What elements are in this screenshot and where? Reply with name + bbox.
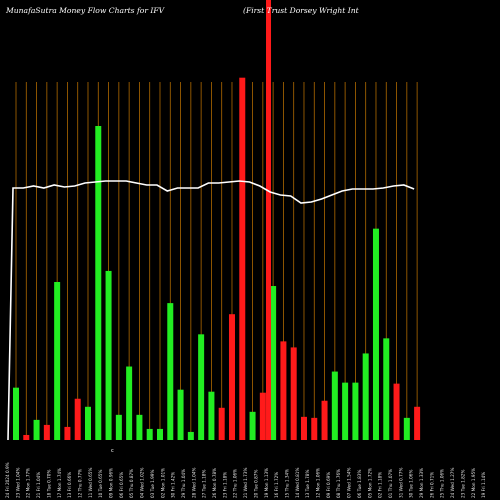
- volume-bar: [156, 428, 163, 440]
- volume-bar: [414, 406, 421, 440]
- volume-bar: [115, 414, 122, 440]
- x-tick-label: 11 Wed 0.65%: [88, 468, 93, 498]
- chart-subtitle: (First Trust Dorsey Wright Int: [243, 6, 360, 15]
- volume-bar: [239, 77, 246, 440]
- volume-bar: [372, 228, 379, 440]
- x-tick-label: 27 Tue 1.18%: [202, 470, 207, 498]
- x-tick-label: 02 Mon 1.01%: [160, 468, 165, 498]
- x-tick-label: 21 Fri 1.04%: [36, 472, 41, 498]
- volume-bar: [383, 338, 390, 440]
- volume-bar: [208, 391, 215, 440]
- volume-bar: [352, 382, 359, 440]
- volume-bar: [136, 414, 143, 440]
- x-tick-label: 23 Wed 1.04%: [15, 468, 20, 498]
- price-line: [7, 180, 415, 441]
- x-tick-label: 25 Thu 1.06%: [440, 469, 445, 498]
- volume-bar: [84, 406, 91, 440]
- x-tick-label: 09 Mon 0.96%: [109, 468, 114, 498]
- volume-bar: [393, 383, 400, 440]
- x-tick-label: 26 Mon 0.78%: [212, 468, 217, 498]
- volume-bar: [13, 387, 19, 440]
- volume-bar: [403, 417, 410, 440]
- volume-bar: [187, 431, 194, 440]
- x-tick-label: 05 Thu 0.87%: [129, 469, 134, 498]
- volume-bar: [280, 341, 287, 440]
- x-tick-label: 23 Tue 1.82%: [460, 470, 465, 498]
- x-tick-label: 28 Wed 1.04%: [191, 468, 196, 498]
- volume-bar: [23, 434, 30, 440]
- price-line-layer: [7, 180, 415, 441]
- x-tick-label: 24 Wed 1.27%: [450, 468, 455, 498]
- x-tick-label: 20 Tue 0.87%: [253, 470, 258, 498]
- volume-bar: [290, 347, 297, 440]
- x-tick-label: 16 Fri 1.72%: [274, 472, 279, 498]
- volume-bar: [331, 371, 338, 440]
- volume-bar: [218, 407, 225, 440]
- volume-bar-highlight: [266, 0, 272, 440]
- x-tick-label: 18 Tue 0.70%: [46, 470, 51, 498]
- x-tick-label: 08 Thu 1.76%: [336, 469, 341, 498]
- volume-bar: [228, 314, 235, 440]
- volume-bar: [95, 126, 102, 440]
- x-tick-label: 24 Fri 2024 0.9%: [5, 462, 10, 498]
- volume-bar: [300, 416, 307, 440]
- x-tick-label: 04 Wed 1.02%: [140, 468, 145, 498]
- x-tick-label: 02 Fri 1.18%: [378, 472, 383, 498]
- x-tick-label: 13 Tue 1.78%: [305, 470, 310, 498]
- x-tick-label: 29 Thu 1.04%: [181, 469, 186, 498]
- volume-bar: [362, 353, 369, 440]
- volume-bar: [43, 424, 50, 440]
- x-tick-label: 17 Mon 1.74%: [57, 468, 62, 498]
- x-tick-label: 22 Mon 1.95%: [471, 468, 476, 498]
- x-tick-label: 23 Fri 1.18%: [222, 472, 227, 498]
- volume-bar: [321, 400, 328, 440]
- chart-title: MunafaSutra Money Flow Charts for IFV: [5, 6, 166, 15]
- volume-bar: [64, 426, 71, 440]
- x-tick-label: 13 Fri 0.66%: [67, 472, 72, 498]
- volume-bar: [54, 281, 61, 440]
- x-tick-label: 22 Thu 1.06%: [233, 469, 238, 498]
- x-tick-label: 21 Wed 1.73%: [243, 468, 248, 498]
- x-tick-label: 15 Thu 1.34%: [284, 469, 289, 498]
- volume-bar: [259, 392, 266, 440]
- volume-bar: [311, 417, 318, 440]
- x-tick-label: 12 Thu 0.77%: [77, 469, 82, 498]
- volume-bar: [146, 428, 153, 440]
- x-tick-label: 29 Mon 1.33%: [419, 468, 424, 498]
- volume-bar: [105, 270, 112, 440]
- volume-bars: [13, 0, 421, 440]
- volume-bar: [33, 419, 40, 440]
- volume-bar: [177, 389, 184, 440]
- x-tick-label: 06 Tue 1.83%: [357, 470, 362, 498]
- x-tick-label: 09 Fri 0.69%: [326, 472, 331, 498]
- x-tick-label: 01 Thu 1.07%: [388, 469, 393, 498]
- x-tick-label: 26 Fri 0.71%: [429, 472, 434, 498]
- volume-bar: [74, 398, 81, 440]
- x-tick-label: 19 Fri 1.14%: [481, 472, 486, 498]
- x-tick-label: 05 Mon 1.72%: [367, 468, 372, 498]
- x-tick-label: 14 Wed 0.81%: [295, 468, 300, 498]
- x-tick-label: 31 Wed 0.77%: [398, 468, 403, 498]
- x-tick-label: 10 Tue 0.65%: [98, 470, 103, 498]
- volume-bar: [198, 334, 205, 440]
- volume-bar: [126, 366, 133, 440]
- x-tick-label: 06 Fri 0.65%: [119, 472, 124, 498]
- x-tick-label: 12 Mon 1.06%: [316, 468, 321, 498]
- x-tick-label: 07 Wed 1.54%: [347, 468, 352, 498]
- volume-bar: [249, 411, 256, 440]
- marker-label: c: [111, 448, 114, 454]
- x-tick-label: 22 Mon 1.77%: [26, 468, 31, 498]
- x-tick-label: 03 Tue 1.99%: [150, 470, 155, 498]
- x-tick-label: 19 Mon 1.13%: [264, 468, 269, 498]
- x-tick-label: 30 Fri 1.42%: [171, 472, 176, 498]
- volume-bar: [167, 303, 174, 440]
- x-tick-label: 30 Tue 1.06%: [409, 470, 414, 498]
- x-tick-labels: 24 Fri 2024 0.9% 23 Wed 1.04% 22 Mon 1.77%…: [5, 462, 486, 498]
- volume-bar: [342, 382, 349, 440]
- volume-bar: [270, 286, 277, 440]
